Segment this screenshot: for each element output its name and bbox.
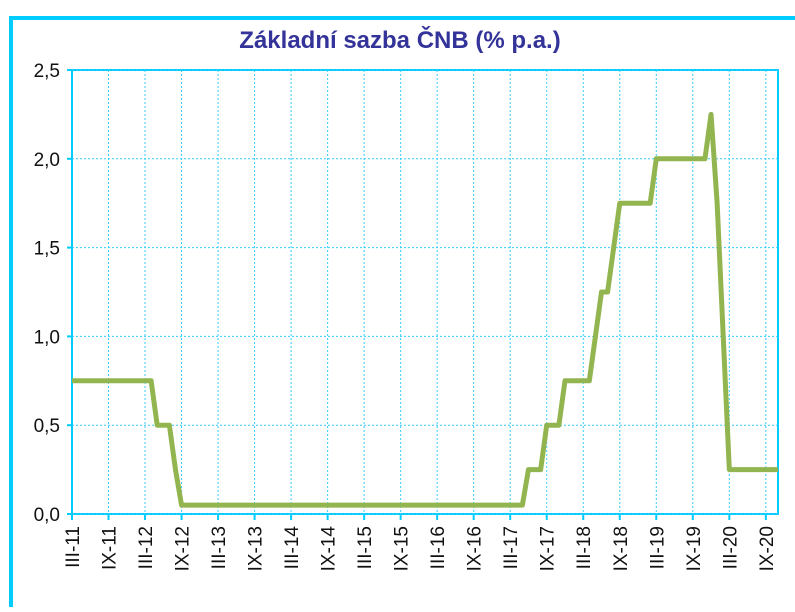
x-tick-label: III-14: [282, 526, 303, 570]
y-tick-label: 0,5: [34, 416, 60, 437]
y-tick-label: 1,5: [34, 239, 60, 260]
chart-frame: [9, 16, 795, 612]
x-tick-label: III-13: [209, 526, 230, 569]
x-tick-label: III-18: [574, 526, 595, 569]
x-tick-label: III-16: [428, 526, 449, 569]
x-tick-label: IX-18: [611, 526, 632, 571]
x-tick-label: IX-20: [757, 526, 778, 571]
x-tick-label: IX-15: [392, 526, 413, 571]
x-tick-label: III-15: [355, 526, 376, 569]
x-tick-label: IX-11: [100, 526, 121, 570]
x-tick-label: III-11: [63, 526, 84, 568]
x-tick-label: IX-17: [538, 526, 559, 571]
x-tick-label: III-19: [647, 526, 668, 569]
x-tick-label: IX-13: [246, 526, 267, 571]
plot-area: [71, 69, 779, 515]
y-tick-label: 2,5: [34, 61, 60, 82]
x-tick-label: IX-19: [684, 526, 705, 571]
x-tick-label: III-17: [501, 526, 522, 569]
y-tick-label: 2,0: [34, 150, 60, 171]
x-tick-label: III-12: [136, 526, 157, 569]
chart-title: Základní sazba ČNB (% p.a.): [239, 26, 560, 54]
y-tick-label: 0,0: [34, 505, 60, 526]
y-tick-label: 1,0: [34, 327, 60, 348]
x-tick-label: IX-12: [173, 526, 194, 571]
x-tick-label: IX-16: [465, 526, 486, 571]
line: [72, 111, 778, 508]
x-tick-label: IX-14: [319, 526, 340, 572]
x-tick-label: III-20: [720, 526, 741, 569]
